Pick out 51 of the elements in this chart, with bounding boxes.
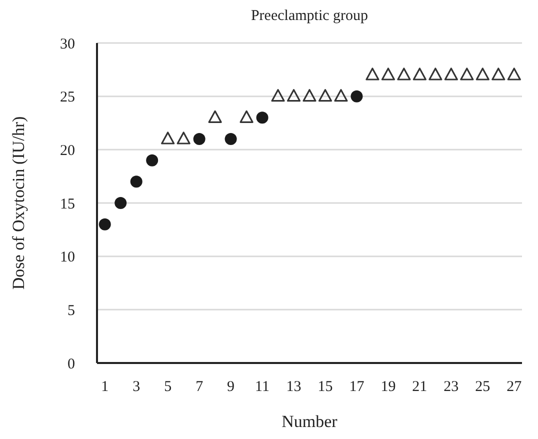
point [302, 89, 316, 102]
point [507, 68, 521, 80]
point [98, 218, 111, 230]
x-tick-label: 21 [412, 379, 428, 395]
point [193, 133, 206, 145]
y-tick-label: 25 [60, 90, 75, 106]
point [444, 68, 458, 80]
y-axis-title: Dose of Oxytocin (IU/hr) [9, 116, 28, 290]
x-tick-label: 13 [286, 379, 302, 395]
point [176, 132, 190, 144]
point [161, 132, 175, 144]
x-tick-label: 23 [444, 379, 459, 395]
point [271, 89, 285, 102]
y-tick-label: 15 [60, 196, 75, 212]
y-tick-label: 5 [68, 302, 75, 319]
y-tick-label: 10 [60, 250, 75, 266]
point [208, 110, 222, 123]
point [381, 68, 396, 80]
point [412, 68, 426, 80]
point [350, 90, 363, 102]
chart-title: Preeclamptic group [250, 8, 368, 24]
point [460, 68, 474, 80]
x-tick-label: 3 [132, 379, 140, 395]
x-tick-label: 5 [164, 379, 172, 395]
point [240, 110, 254, 123]
y-tick-label: 20 [60, 142, 75, 159]
y-tick-label: 30 [60, 36, 75, 52]
point [146, 154, 158, 166]
point [256, 112, 268, 124]
point [334, 89, 348, 102]
point [366, 68, 380, 80]
point [428, 68, 442, 80]
x-tick-label: 27 [506, 379, 522, 395]
x-tick-label: 11 [255, 379, 270, 395]
x-tick-label: 9 [227, 379, 235, 395]
x-tick-label: 17 [349, 379, 365, 395]
x-tick-label: 7 [196, 379, 204, 395]
point [318, 89, 332, 102]
x-tick-label: 15 [318, 379, 333, 395]
point [397, 68, 411, 80]
point [476, 68, 490, 80]
x-tick-label: 19 [380, 379, 396, 395]
x-tick-label: 1 [101, 379, 109, 395]
point [114, 197, 127, 209]
point [286, 89, 301, 102]
point [492, 68, 506, 80]
y-tick-label: 0 [68, 356, 75, 372]
x-axis-title: Number [282, 412, 338, 431]
x-tick-label: 25 [475, 379, 490, 395]
point [224, 133, 237, 145]
point [130, 176, 142, 188]
